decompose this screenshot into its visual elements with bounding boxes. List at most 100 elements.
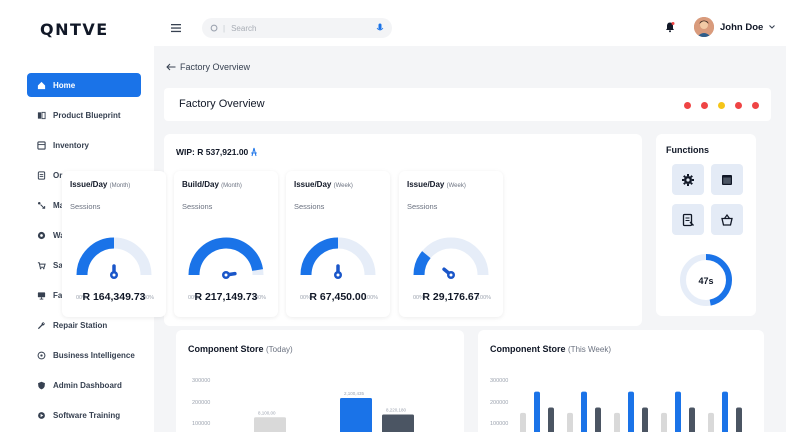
- component-store-today-title: Component Store (Today): [188, 344, 293, 354]
- report-icon: [682, 213, 694, 226]
- report-button[interactable]: [672, 204, 704, 235]
- bar: [382, 414, 414, 432]
- gauge-title: Issue/Day (Month): [70, 180, 130, 189]
- y-tick-label: 200000: [192, 400, 210, 406]
- gauge-dial: [76, 237, 152, 279]
- trend-icon: [251, 147, 257, 157]
- sidebar-item-software-training[interactable]: Software Training: [27, 403, 141, 427]
- sidebar-item-label: Inventory: [53, 140, 90, 150]
- gauge-value: R 67,450.00: [309, 291, 367, 303]
- gauge-min-label: 00%: [188, 295, 200, 301]
- bar-data-label: 2,100,435: [344, 391, 365, 396]
- bar: [628, 391, 634, 432]
- gauge-fill: [300, 237, 339, 276]
- gauge-metric: Build/Day: [182, 180, 219, 189]
- sidebar-item-inventory[interactable]: Inventory: [27, 133, 141, 157]
- sidebar-item-product-blueprint[interactable]: Product Blueprint: [27, 103, 141, 127]
- gauge-metric: Issue/Day: [70, 180, 108, 189]
- basket-icon: [721, 213, 733, 226]
- gauge-hub-center: [224, 273, 228, 277]
- search-icon: [210, 24, 218, 31]
- page-title: Factory Overview: [179, 98, 265, 110]
- page-header: Factory Overview: [164, 88, 771, 121]
- status-dot: [718, 102, 725, 109]
- component-store-today-chart: 300000 200000 100000 8,100,00 2,100,435 8,220…: [192, 378, 414, 432]
- gauge-fill: [188, 237, 264, 276]
- gauge-card: Issue/Day (Week) Sessions 00% 100% R 67,450.…: [286, 171, 390, 317]
- gauge-value: R 217,149.73: [194, 291, 258, 303]
- bar: [661, 412, 667, 432]
- gauge-hub-center: [336, 273, 340, 277]
- functions-panel: Functions: [656, 134, 756, 316]
- gauge-max-label: 100%: [477, 295, 492, 301]
- intelligence-icon: [35, 349, 47, 361]
- component-store-today-heading: Component Store: [188, 344, 264, 354]
- settings-button[interactable]: [672, 164, 704, 195]
- settings-icon: [682, 173, 694, 186]
- gauge-value: R 164,349.73: [82, 291, 146, 303]
- sidebar-item-admin-dashboard[interactable]: Admin Dashboard: [27, 373, 141, 397]
- basket-button[interactable]: [711, 204, 743, 235]
- dashboard-icon: [35, 289, 47, 301]
- timer-ring: [680, 254, 732, 306]
- microphone-icon[interactable]: [376, 23, 384, 33]
- gauge-fill: [76, 237, 115, 276]
- user-avatar[interactable]: [694, 17, 714, 37]
- warehouse-icon: [35, 229, 47, 241]
- bar: [689, 407, 695, 432]
- hamburger-menu-icon[interactable]: [170, 22, 182, 34]
- y-tick-label: 300000: [490, 378, 508, 384]
- bar: [254, 417, 286, 432]
- sidebar-item-business-intelligence[interactable]: Business Intelligence: [27, 343, 141, 367]
- gauge-card: Issue/Day (Month) Sessions 00% 100% R 164,34…: [62, 171, 166, 317]
- timer-fill: [680, 254, 732, 306]
- wip-total: WIP: R 537,921.00: [176, 147, 249, 157]
- bar-data-label: 8,100,00: [258, 410, 276, 415]
- user-name[interactable]: John Doe: [720, 22, 764, 33]
- admin-icon: [35, 379, 47, 391]
- y-tick-label: 200000: [490, 400, 508, 406]
- sidebar-item-repair-station[interactable]: Repair Station: [27, 313, 141, 337]
- status-dot: [684, 102, 691, 109]
- timer-value: 47s: [698, 276, 714, 286]
- window-button[interactable]: [711, 164, 743, 195]
- gauge-card: Issue/Day (Week) Sessions 00% 100% R 29,176.…: [399, 171, 503, 317]
- gauge-card: Build/Day (Month) Sessions 00% 100% R 217,14…: [174, 171, 278, 317]
- bar: [708, 412, 714, 432]
- gauge-sessions-label: Sessions: [407, 202, 438, 211]
- gauge-title: Issue/Day (Week): [294, 180, 353, 189]
- training-icon: [35, 409, 47, 421]
- y-tick-label: 100000: [192, 421, 210, 427]
- sidebar-item-label: Business Intelligence: [53, 350, 135, 360]
- search-bar: |: [202, 18, 392, 38]
- sidebar-item-label: Software Training: [53, 410, 121, 420]
- gauge-dial: [413, 237, 489, 279]
- gauge-min-label: 00%: [76, 295, 88, 301]
- search-divider: |: [223, 23, 226, 33]
- gauge-title: Build/Day (Month): [182, 180, 242, 189]
- gauge-fill: [413, 251, 431, 276]
- bar: [534, 391, 540, 432]
- bar: [595, 407, 601, 432]
- chevron-down-icon[interactable]: [768, 23, 776, 31]
- search-input[interactable]: [231, 23, 362, 33]
- notification-bell-icon[interactable]: [664, 21, 676, 33]
- y-tick-label: 100000: [490, 421, 508, 427]
- status-dot: [701, 102, 708, 109]
- back-arrow-icon[interactable]: [166, 63, 176, 71]
- gauge-max-label: 100%: [364, 295, 379, 301]
- y-tick-label: 300000: [192, 378, 210, 384]
- wrench-icon: [35, 319, 47, 331]
- order-icon: [35, 169, 47, 181]
- gauge-period: (Week): [333, 183, 353, 189]
- sidebar-item-home[interactable]: Home: [27, 73, 141, 97]
- breadcrumb[interactable]: Factory Overview: [166, 62, 250, 72]
- gauge-dial: [300, 237, 376, 279]
- gauge-min-label: 00%: [300, 295, 312, 301]
- breadcrumb-label[interactable]: Factory Overview: [180, 62, 251, 72]
- component-store-week-heading: Component Store: [490, 344, 566, 354]
- gauge-dial: [188, 237, 264, 279]
- bar: [675, 391, 681, 432]
- functions-title: Functions: [666, 145, 709, 155]
- gauge-sessions-label: Sessions: [70, 202, 101, 211]
